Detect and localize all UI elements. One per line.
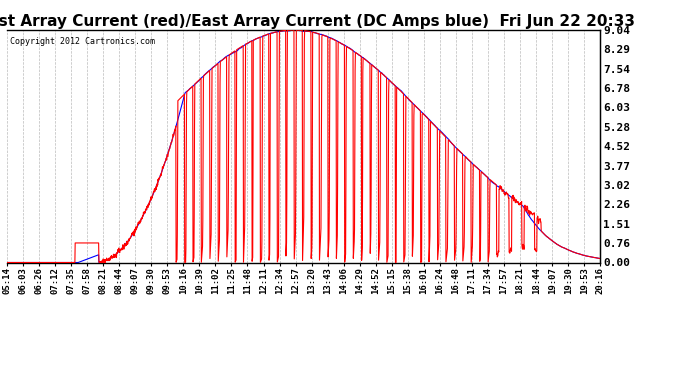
Title: West Array Current (red)/East Array Current (DC Amps blue)  Fri Jun 22 20:33: West Array Current (red)/East Array Curr…: [0, 14, 635, 29]
Text: Copyright 2012 Cartronics.com: Copyright 2012 Cartronics.com: [10, 37, 155, 46]
